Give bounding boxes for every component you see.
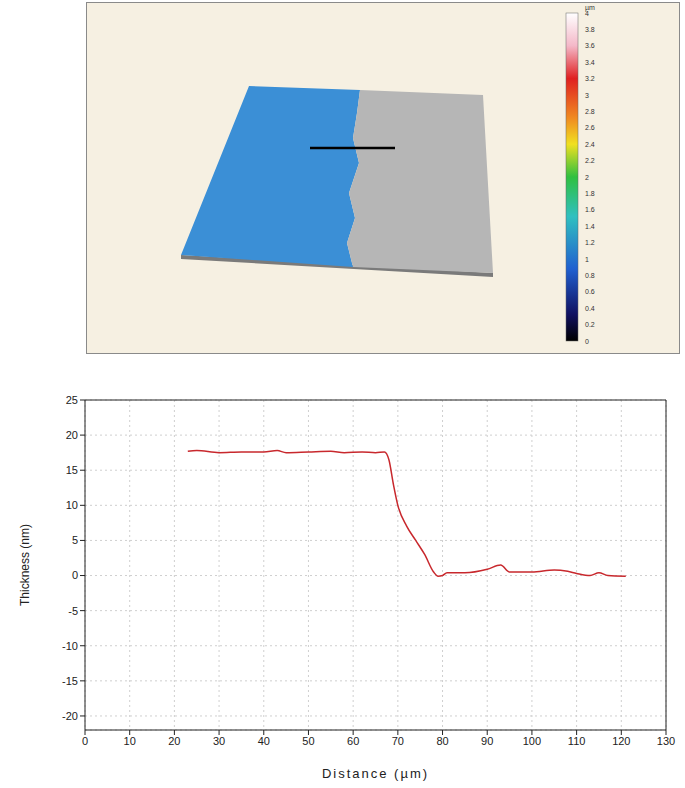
svg-text:5: 5 [72,534,78,546]
svg-text:10: 10 [124,735,136,747]
svg-text:1.6: 1.6 [585,206,595,213]
svg-text:40: 40 [258,735,270,747]
svg-text:25: 25 [66,394,78,406]
svg-text:2.6: 2.6 [585,124,595,131]
svg-text:120: 120 [612,735,630,747]
svg-text:2.2: 2.2 [585,157,595,164]
svg-text:3.2: 3.2 [585,75,595,82]
svg-text:10: 10 [66,499,78,511]
svg-text:130: 130 [657,735,675,747]
svg-text:-20: -20 [62,710,78,722]
svg-text:-5: -5 [68,605,78,617]
svg-text:50: 50 [302,735,314,747]
svg-text:-10: -10 [62,640,78,652]
svg-text:0.6: 0.6 [585,288,595,295]
svg-text:2: 2 [585,174,589,181]
svg-text:0.4: 0.4 [585,305,595,312]
svg-text:0.8: 0.8 [585,272,595,279]
svg-text:70: 70 [392,735,404,747]
svg-text:90: 90 [481,735,493,747]
svg-text:60: 60 [347,735,359,747]
svg-text:3.8: 3.8 [585,26,595,33]
svg-text:1: 1 [585,256,589,263]
svg-text:100: 100 [523,735,541,747]
svg-text:0: 0 [82,735,88,747]
svg-text:0: 0 [585,338,589,345]
svg-text:1.8: 1.8 [585,190,595,197]
svg-text:3.6: 3.6 [585,42,595,49]
svg-text:µm: µm [585,4,595,11]
svg-text:2.8: 2.8 [585,108,595,115]
svg-text:0: 0 [72,569,78,581]
svg-text:1.4: 1.4 [585,223,595,230]
svg-text:15: 15 [66,464,78,476]
svg-text:80: 80 [436,735,448,747]
svg-text:3.4: 3.4 [585,59,595,66]
svg-text:20: 20 [168,735,180,747]
svg-text:30: 30 [213,735,225,747]
svg-text:Thickness (nm): Thickness (nm) [18,524,32,606]
svg-text:2.4: 2.4 [585,141,595,148]
svg-text:4: 4 [585,10,589,17]
svg-text:20: 20 [66,429,78,441]
svg-text:-15: -15 [62,675,78,687]
svg-text:3: 3 [585,92,589,99]
svg-text:1.2: 1.2 [585,239,595,246]
svg-text:Distance (µm): Distance (µm) [322,766,429,781]
svg-text:0.2: 0.2 [585,321,595,328]
svg-text:110: 110 [568,735,586,747]
